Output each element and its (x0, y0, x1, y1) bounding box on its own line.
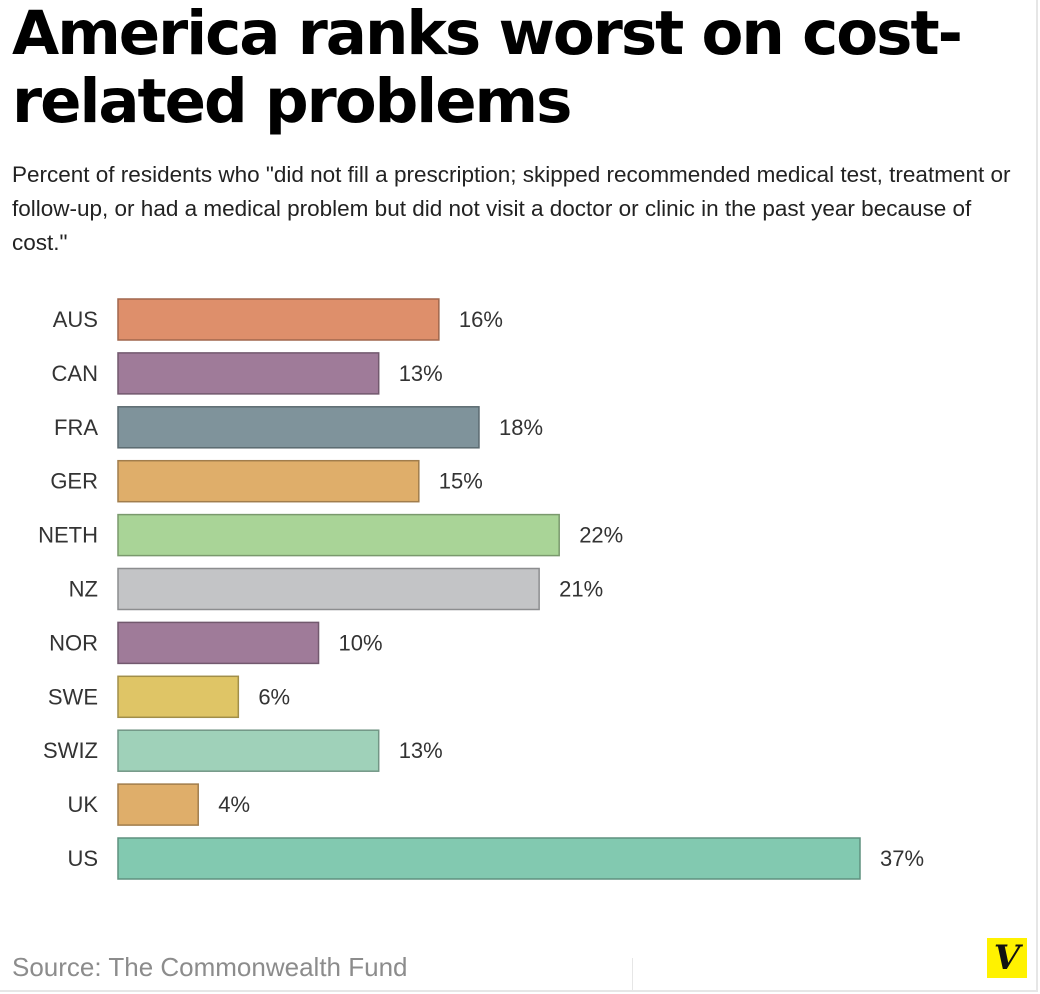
value-label-can: 13% (399, 361, 443, 386)
bar-can (117, 352, 380, 395)
bar-ger (117, 459, 420, 503)
value-label-swiz: 13% (399, 738, 443, 763)
bar-nz (117, 567, 540, 611)
bar-aus (117, 298, 440, 341)
value-label-aus: 16% (459, 307, 503, 332)
chart-subtitle: Percent of residents who "did not fill a… (12, 162, 1011, 255)
category-label-us: US (67, 846, 98, 871)
category-label-swe: SWE (48, 684, 98, 709)
category-label-aus: AUS (53, 307, 98, 332)
value-label-ger: 15% (439, 469, 483, 494)
vox-logo: V (987, 938, 1027, 978)
value-label-nor: 10% (339, 630, 383, 655)
category-label-neth: NETH (38, 523, 98, 548)
bar-swe (117, 675, 240, 719)
value-label-nz: 21% (559, 577, 603, 602)
category-label-swiz: SWIZ (43, 738, 98, 763)
value-label-uk: 4% (218, 792, 250, 817)
chart-marks: AUS 16% CAN 13% FRA 18% GER 15% NETH 22% NZ 21% NOR 1… (38, 298, 924, 880)
chart-title: America ranks worst on cost-related prob… (12, 0, 963, 137)
category-label-can: CAN (52, 361, 98, 386)
value-label-us: 37% (880, 846, 924, 871)
category-label-uk: UK (67, 792, 98, 817)
value-label-fra: 18% (499, 415, 543, 440)
bar-neth (117, 513, 560, 557)
category-label-fra: FRA (54, 415, 98, 440)
value-label-neth: 22% (579, 523, 623, 548)
bar-nor (117, 621, 320, 665)
category-label-nor: NOR (49, 630, 98, 655)
source-divider (632, 958, 633, 992)
bar-us (117, 837, 861, 880)
category-label-nz: NZ (69, 577, 98, 602)
value-label-swe: 6% (258, 684, 290, 709)
bar-uk (117, 783, 199, 826)
bar-swiz (117, 729, 380, 772)
bar-fra (117, 406, 480, 449)
vox-logo-letter: V (993, 938, 1021, 978)
category-label-ger: GER (50, 469, 98, 494)
source-note: Source: The Commonwealth Fund (12, 952, 408, 982)
